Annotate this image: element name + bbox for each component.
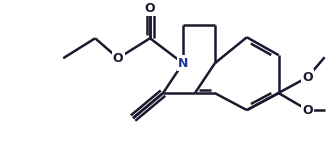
Text: O: O xyxy=(145,2,156,15)
Text: O: O xyxy=(113,52,124,65)
Text: O: O xyxy=(303,71,313,84)
Text: O: O xyxy=(303,104,313,117)
Text: N: N xyxy=(178,57,188,70)
